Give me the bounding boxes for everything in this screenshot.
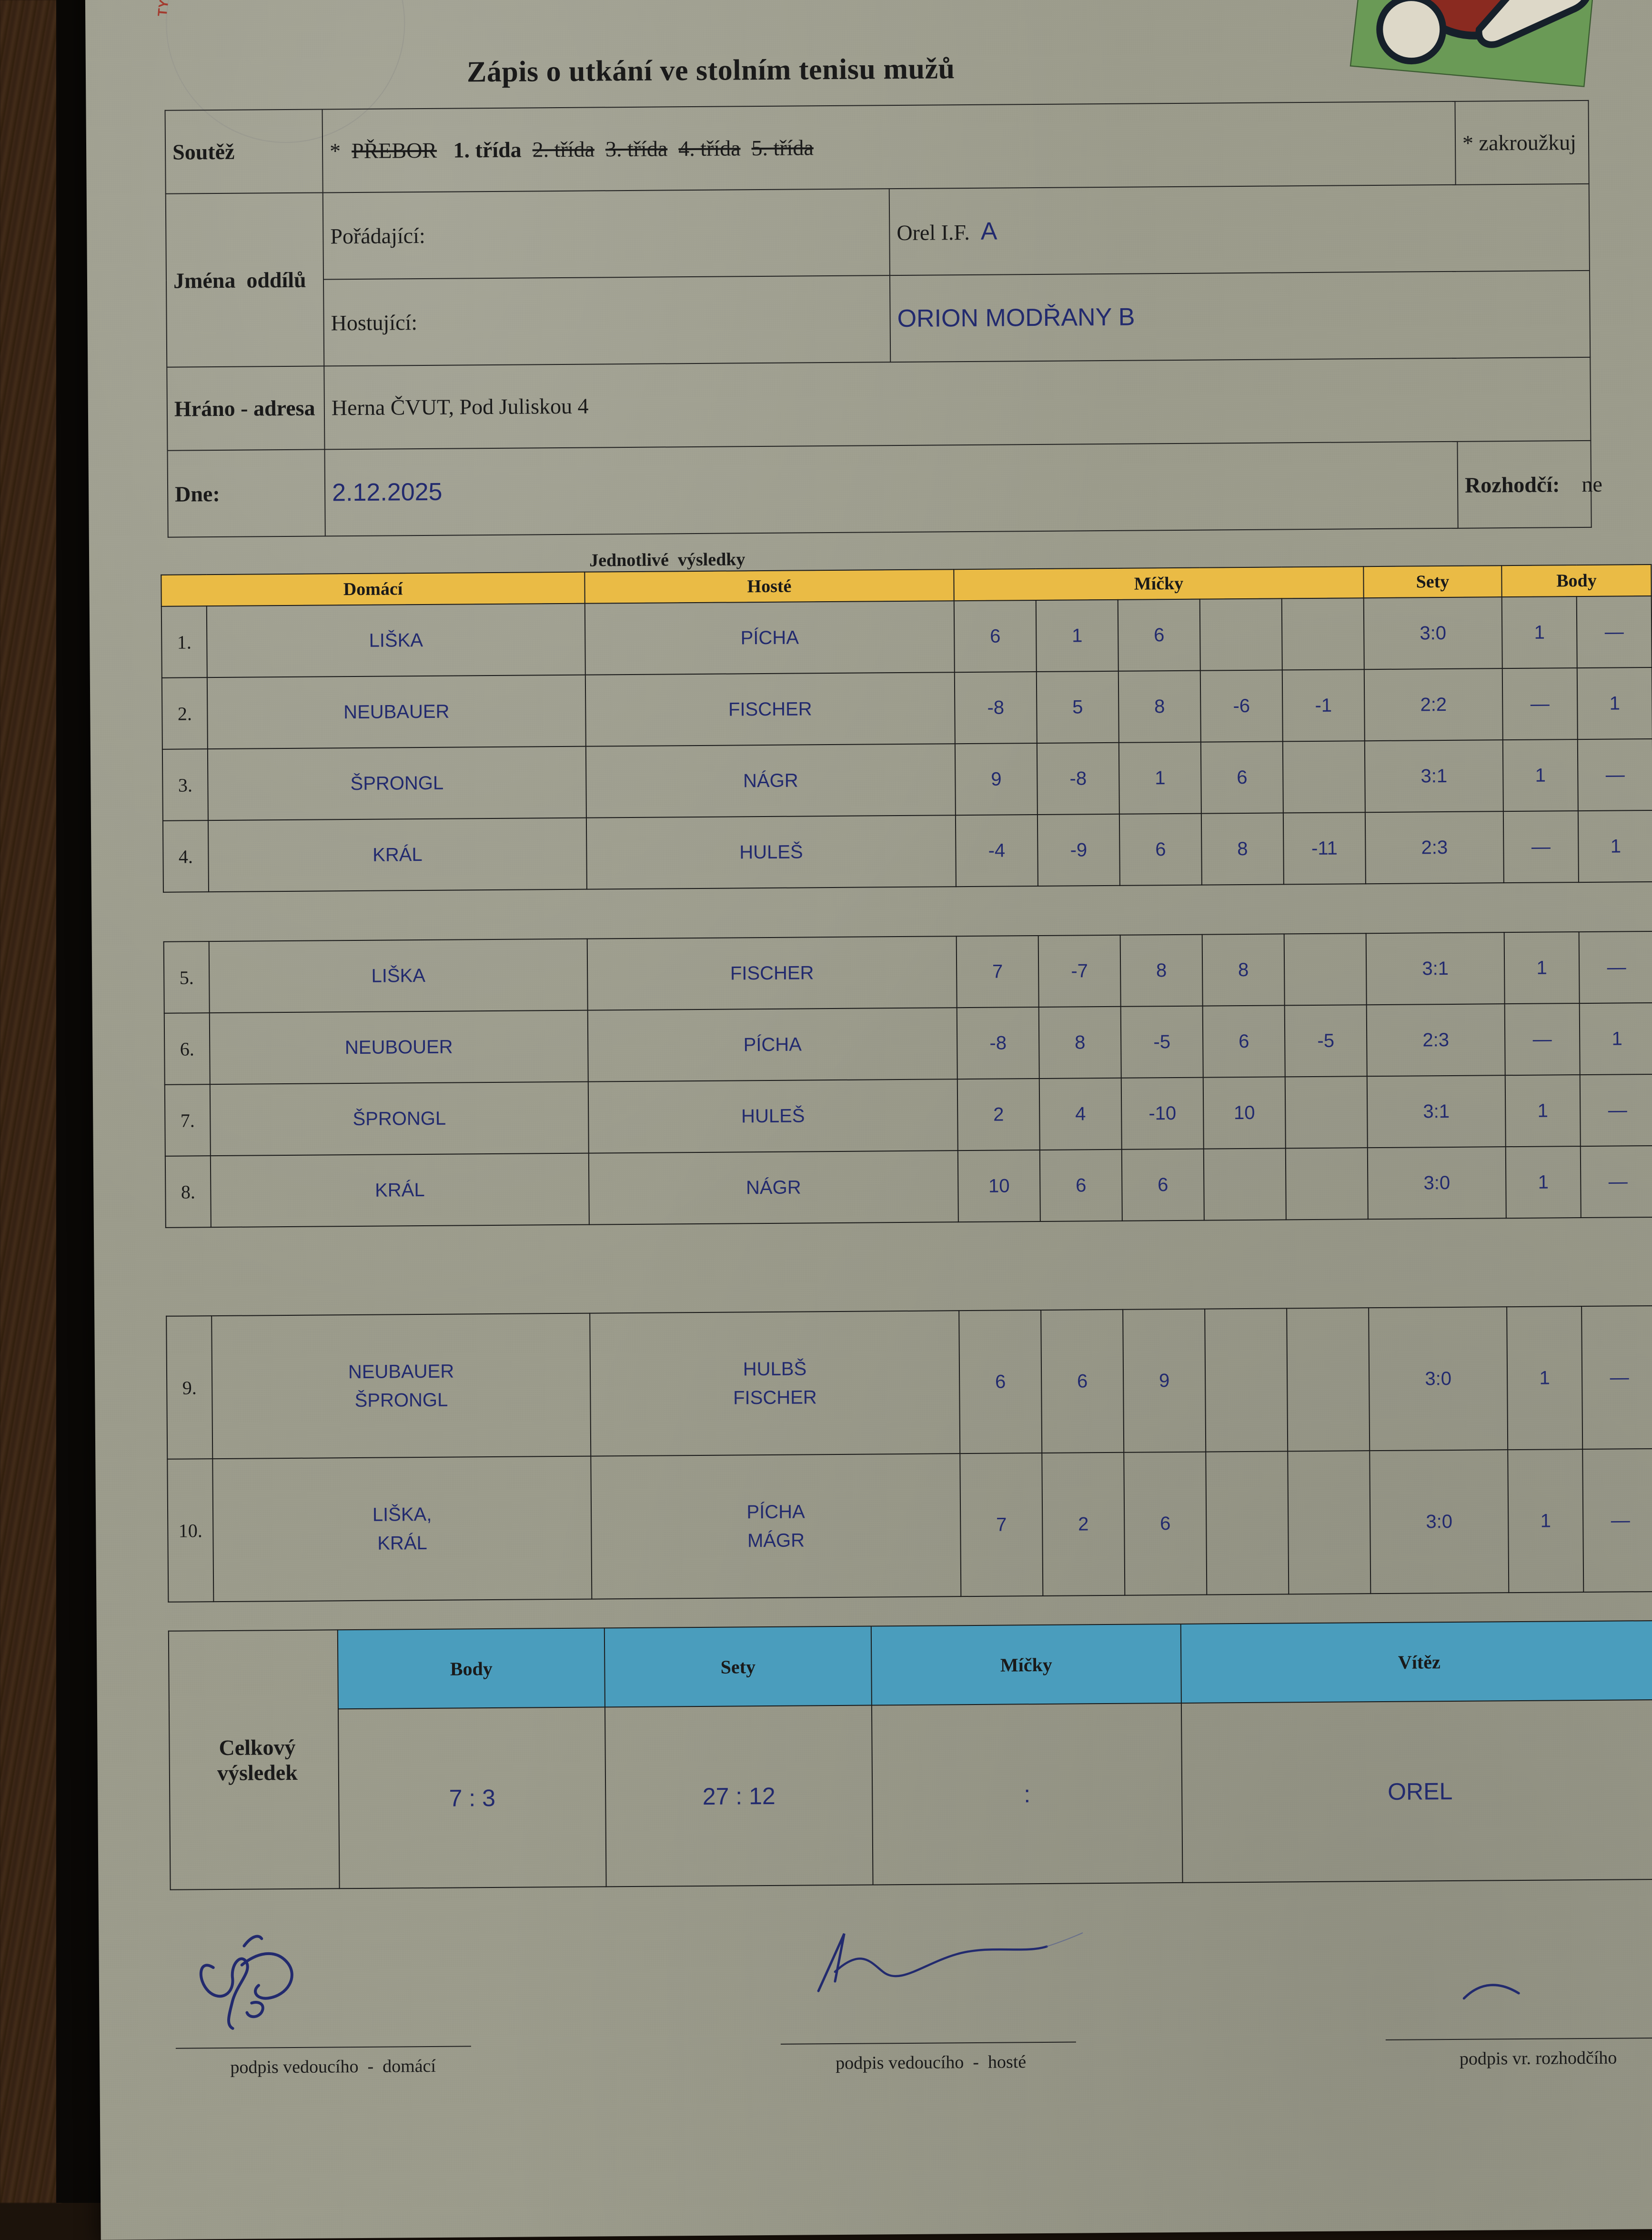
svg-text:TY REKREAČNí: TY REKREAČNí: [154, 0, 211, 17]
